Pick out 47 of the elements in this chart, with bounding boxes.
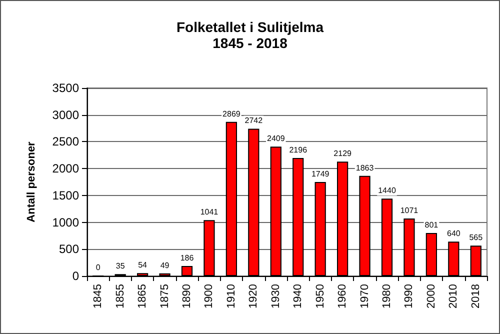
y-tick-label: 0 — [72, 269, 80, 283]
x-tick-label: 1855 — [114, 284, 126, 308]
data-label: 1041 — [200, 208, 219, 217]
y-tick-label: 2000 — [52, 162, 80, 176]
x-tick-label: 1910 — [225, 284, 238, 308]
data-label: 54 — [138, 260, 148, 270]
y-tick-label: 2500 — [52, 134, 80, 149]
chart-subtitle: 1845 - 2018 — [212, 35, 288, 51]
data-label: 565 — [469, 233, 484, 242]
y-tick-label: 3500 — [52, 81, 80, 95]
data-label: 2196 — [289, 146, 308, 155]
data-label: 2129 — [334, 149, 352, 158]
x-tick-label: 1900 — [203, 284, 216, 308]
x-tick-label: 1950 — [314, 284, 326, 308]
x-tick-label: 2018 — [470, 284, 482, 308]
data-label: 2742 — [244, 116, 264, 126]
chart-title: Folketallet i Sulitjelma — [176, 19, 324, 35]
data-label: 801 — [424, 220, 439, 230]
y-tick-label: 3000 — [52, 108, 80, 122]
y-tick-label: 1000 — [52, 215, 80, 230]
x-tick-label: 1960 — [336, 284, 349, 308]
data-label: 1071 — [400, 206, 419, 215]
data-label: 186 — [180, 254, 194, 263]
y-tick-label: 1500 — [52, 188, 80, 202]
x-tick-label: 1990 — [403, 284, 416, 308]
data-label: 35 — [116, 262, 126, 271]
data-label: 2409 — [266, 134, 286, 144]
x-tick-label: 1865 — [136, 284, 149, 308]
data-label: 2869 — [222, 109, 241, 118]
x-tick-label: 1930 — [270, 284, 282, 308]
data-label: 640 — [446, 229, 461, 238]
x-tick-label: 2000 — [425, 284, 438, 308]
x-tick-label: 1920 — [248, 284, 260, 308]
data-label: 0 — [96, 263, 101, 272]
data-label: 1863 — [356, 163, 374, 172]
x-tick-label: 1980 — [381, 284, 393, 308]
x-tick-label: 1875 — [158, 284, 171, 308]
y-axis-title: Antall personer — [26, 140, 38, 222]
x-tick-label: 1970 — [358, 284, 371, 308]
x-tick-label: 1940 — [292, 284, 304, 308]
x-tick-label: 2010 — [448, 284, 460, 308]
x-tick-label: 1890 — [181, 284, 193, 308]
data-label: 1440 — [378, 186, 396, 196]
y-tick-label: 500 — [58, 242, 80, 256]
x-tick-label: 1845 — [92, 284, 104, 308]
data-label: 1749 — [311, 170, 330, 179]
data-label: 49 — [160, 260, 170, 270]
